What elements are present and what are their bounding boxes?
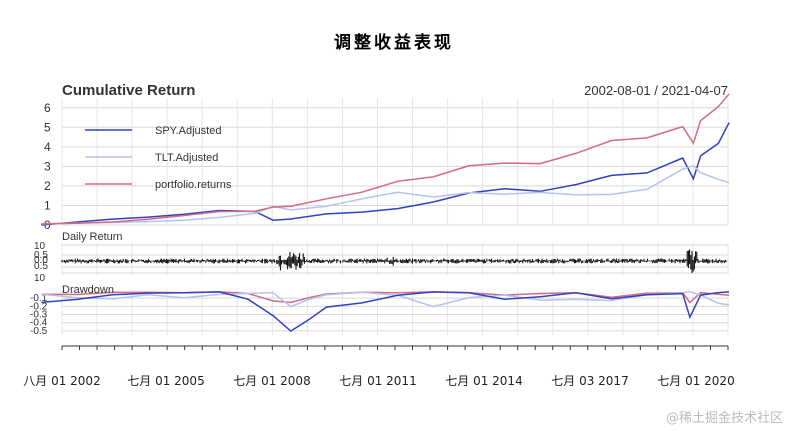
cumulative-y-tick: 4 (44, 140, 51, 154)
chart-main-title: 调整收益表现 (334, 32, 454, 53)
series-line-spy-adjusted (41, 122, 730, 226)
drawdown-y-tick: -0.1 (30, 293, 48, 304)
x-tick-label: 七月 01 2011 (339, 374, 416, 388)
daily-return-y-tick: 0.5 (34, 261, 48, 272)
watermark: @稀土掘金技术社区 (666, 410, 783, 426)
drawdown-y-tick: -0.2 (30, 301, 48, 312)
x-tick-label: 七月 03 2017 (551, 374, 628, 388)
daily-return-panel: 100.50.00.510 Daily Return (34, 231, 729, 284)
cumulative-y-tick: 5 (44, 120, 51, 134)
x-tick-label: 八月 01 2002 (23, 374, 100, 388)
drawdown-line-spy-adjusted (41, 291, 730, 333)
daily-return-y-tick: 0.0 (34, 255, 48, 266)
cumulative-title: Cumulative Return (62, 82, 195, 99)
drawdown-y-tick: -0.3 (30, 310, 48, 321)
drawdown-y-tick: -0.4 (30, 318, 48, 329)
x-tick-label: 七月 01 2005 (127, 374, 204, 388)
cumulative-y-tick: 6 (44, 101, 51, 115)
x-axis: 八月 01 2002 七月 01 2005 七月 01 2008 七月 01 2011… (23, 345, 735, 388)
cumulative-lines (41, 93, 730, 226)
legend-label: TLT.Adjusted (155, 152, 218, 164)
drawdown-y-tick: -0.5 (30, 326, 48, 337)
daily-return-y-tick: 10 (34, 241, 46, 252)
cumulative-y-tick: 1 (44, 198, 51, 212)
daily-return-bars (61, 249, 728, 273)
cumulative-grid (61, 98, 729, 226)
x-tick-label: 七月 01 2014 (445, 374, 522, 388)
drawdown-grid (61, 290, 729, 335)
x-tick-label: 七月 01 2008 (233, 374, 310, 388)
drawdown-panel: -0.1-0.2-0.3-0.4-0.5 Drawdown (30, 284, 730, 337)
daily-return-y-tick: 0.5 (34, 250, 48, 261)
date-range: 2002-08-01 / 2021-04-07 (584, 83, 728, 98)
x-tick-label: 七月 01 2020 (657, 374, 734, 388)
series-line-portfolio-returns (41, 93, 730, 225)
legend: SPY.Adjusted TLT.Adjusted portfolio.return… (85, 125, 232, 191)
drawdown-title: Drawdown (62, 284, 114, 296)
drawdown-y-axis: -0.1-0.2-0.3-0.4-0.5 (30, 293, 48, 337)
legend-label: SPY.Adjusted (155, 125, 221, 137)
legend-label: portfolio.returns (155, 179, 232, 191)
series-line-tlt-adjusted (41, 164, 730, 225)
cumulative-plot-area (62, 98, 728, 225)
cumulative-y-tick: 2 (44, 179, 51, 193)
daily-return-title: Daily Return (62, 231, 123, 243)
cumulative-y-tick: 3 (44, 159, 51, 173)
drawdown-lines (41, 291, 730, 333)
daily-return-y-axis: 100.50.00.510 (34, 241, 48, 284)
daily-return-y-tick: 10 (34, 273, 46, 284)
